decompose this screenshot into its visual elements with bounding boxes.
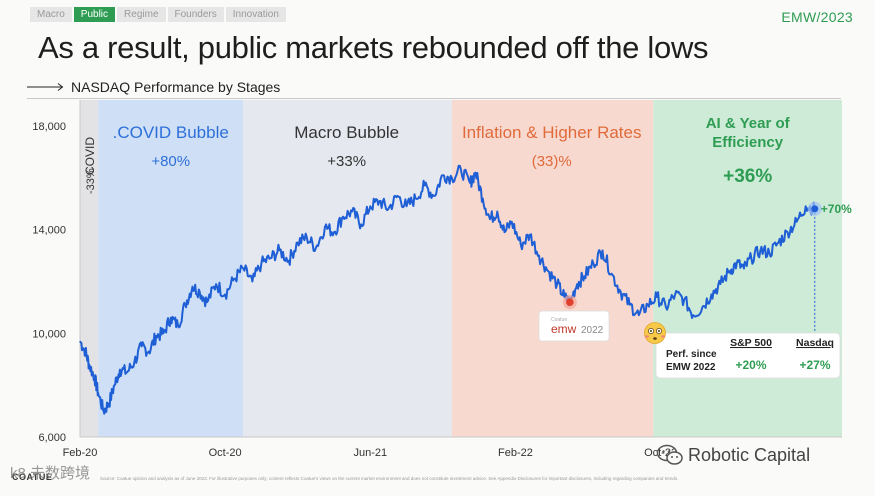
footer-disclaimer: Source: Coatue opinion and analysis as o… — [100, 476, 679, 481]
x-tick-label: Feb-20 — [63, 447, 98, 459]
stage-covid-change: -33% — [85, 168, 97, 194]
watermark-right-text: Robotic Capital — [688, 444, 811, 465]
stage-ai-change: +36% — [723, 166, 772, 187]
emoji-mouth — [653, 337, 657, 340]
emw-badge-main: emw — [551, 322, 577, 336]
stage-macro-bubble-label: Macro Bubble — [294, 123, 399, 142]
nav-tab-public[interactable]: Public — [73, 7, 116, 22]
y-tick-label: 14,000 — [32, 225, 66, 237]
watermark-right: Robotic Capital — [656, 444, 810, 466]
callout-nasdaq-value: +27% — [799, 358, 830, 372]
arrow-right-icon — [27, 83, 64, 91]
emoji-cheek-left — [645, 335, 649, 338]
callout-sp500-value: +20% — [735, 358, 766, 372]
emw-2022-marker — [566, 298, 574, 307]
nav-tab-innovation[interactable]: Innovation — [225, 7, 286, 22]
stage-ai-label-line1: AI & Year of — [706, 115, 791, 132]
x-tick-label: Jun-21 — [353, 447, 387, 459]
stage-inflation-label: Inflation & Higher Rates — [462, 123, 642, 142]
flushed-face-icon — [644, 322, 666, 344]
end-point — [811, 205, 819, 213]
emw-badge-small: Coatue — [551, 317, 567, 323]
end-label: +70% — [821, 202, 852, 216]
footer-logo: COATUE — [12, 472, 53, 482]
chart-subtitle: NASDAQ Performance by Stages — [71, 79, 281, 95]
nav-tab-regime[interactable]: Regime — [117, 7, 166, 22]
nav-tab-founders[interactable]: Founders — [167, 7, 224, 22]
band-macro-bubble — [243, 100, 452, 437]
band-inflation — [451, 100, 654, 437]
stage-covid-bubble-label: .COVID Bubble — [113, 123, 229, 142]
emw-2022-badge — [538, 310, 610, 342]
watermark-left: k8 未数跨境 — [10, 465, 91, 482]
stage-macro-bubble-change: +33% — [327, 153, 366, 170]
emoji-pupil-left — [650, 330, 652, 332]
callout-row-label-line2: EMW 2022 — [666, 362, 716, 373]
stage-ai-label-line2: Efficiency — [712, 134, 784, 151]
x-tick-label: Oct-20 — [209, 447, 242, 459]
x-tick-label: Feb-22 — [498, 447, 533, 459]
section-nav: Macro Public Regime Founders Innovation — [30, 7, 286, 22]
stage-covid-bubble-change: +80% — [151, 153, 190, 170]
performance-callout — [655, 332, 841, 379]
nasdaq-line — [79, 164, 816, 415]
nav-tab-macro[interactable]: Macro — [30, 7, 72, 22]
stage-inflation-change: (33)% — [532, 153, 572, 170]
callout-sp500-header: S&P 500 — [730, 337, 772, 349]
emoji-pupil-right — [658, 330, 660, 332]
chart-subtitle-row: NASDAQ Performance by Stages — [27, 79, 280, 95]
emoji-cheek-right — [661, 335, 665, 338]
emw-badge-year: 2022 — [581, 325, 604, 336]
y-tick-label: 10,000 — [32, 328, 66, 340]
y-tick-label: 18,000 — [32, 121, 66, 133]
wechat-icon — [656, 444, 683, 465]
band-covid-bubble — [98, 100, 244, 437]
callout-nasdaq-header: Nasdaq — [796, 337, 834, 349]
stage-covid-label-group: COVID-33% — [83, 137, 97, 194]
y-tick-label: 6,000 — [38, 432, 66, 444]
callout-row-label-line1: Perf. since — [666, 349, 717, 360]
page-title: As a result, public markets rebounded of… — [38, 30, 709, 65]
divider — [27, 98, 841, 99]
brand-label: EMW/2023 — [781, 9, 853, 25]
band-ai-efficiency — [653, 100, 842, 437]
stage-covid-label: COVID — [83, 137, 97, 175]
